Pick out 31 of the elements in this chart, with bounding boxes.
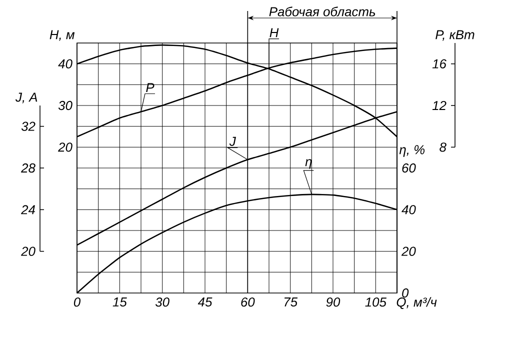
- text: H: [270, 28, 279, 38]
- y-tick-label: 30: [58, 100, 72, 110]
- text: Рабочая область: [269, 6, 376, 16]
- y-tick-label: 60: [402, 163, 416, 173]
- y-axis-title: η, %: [399, 145, 425, 157]
- y3-tick-label: 20: [21, 246, 36, 256]
- x-tick-label: 90: [326, 298, 340, 307]
- y-tick-label: 20: [58, 142, 72, 152]
- x-tick-label: 15: [112, 298, 127, 307]
- y3-axis-title: J, A: [15, 92, 38, 104]
- y-tick-label: 40: [58, 59, 72, 68]
- y-tick-label: 20: [401, 246, 416, 256]
- x-tick-label: 45: [198, 298, 212, 307]
- series-label: P: [146, 83, 154, 92]
- x-tick-label: 0: [74, 298, 80, 307]
- y3-tick-label: 32: [21, 122, 36, 131]
- x-axis-title: Q, м³/ч: [396, 297, 437, 310]
- x-tick-label: 75: [284, 298, 298, 307]
- x-tick-label: 30: [155, 298, 170, 307]
- y-tick-label: 0: [402, 288, 409, 298]
- y2-tick-label: 12: [432, 100, 446, 110]
- x-tick-label: 105: [365, 298, 386, 307]
- x-tick-label: 60: [241, 298, 255, 307]
- y3-tick-label: 28: [21, 163, 36, 173]
- y2-axis-title: P, кВт: [436, 30, 474, 41]
- series-label: J: [229, 136, 236, 146]
- y-axis-title: H, м: [50, 30, 75, 41]
- y3-tick-label: 24: [21, 205, 35, 214]
- y2-tick-label: 16: [432, 59, 446, 68]
- y2-tick-label: 8: [440, 142, 446, 152]
- y-tick-label: 40: [402, 205, 416, 214]
